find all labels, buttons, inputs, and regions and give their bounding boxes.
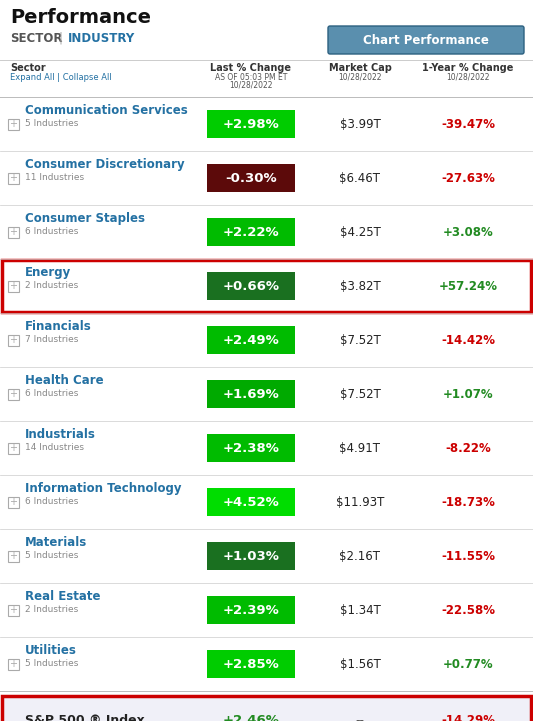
Text: Consumer Discretionary: Consumer Discretionary [25, 158, 184, 171]
Text: +2.98%: +2.98% [223, 118, 279, 131]
Text: AS OF 05:03 PM ET: AS OF 05:03 PM ET [215, 73, 287, 82]
Text: 10/28/2022: 10/28/2022 [229, 81, 273, 90]
FancyBboxPatch shape [328, 26, 524, 54]
Text: +4.52%: +4.52% [223, 495, 279, 508]
Text: 2 Industries: 2 Industries [25, 605, 78, 614]
Text: $3.99T: $3.99T [340, 118, 381, 131]
Text: +: + [10, 551, 18, 561]
Text: +2.38%: +2.38% [223, 441, 279, 454]
Text: 11 Industries: 11 Industries [25, 173, 84, 182]
Text: 6 Industries: 6 Industries [25, 389, 78, 398]
FancyBboxPatch shape [207, 218, 295, 246]
Text: -8.22%: -8.22% [445, 441, 491, 454]
Text: Performance: Performance [10, 8, 151, 27]
Text: $7.52T: $7.52T [340, 387, 381, 400]
Text: +3.08%: +3.08% [442, 226, 494, 239]
Text: +: + [10, 119, 18, 129]
Text: $4.25T: $4.25T [340, 226, 381, 239]
Text: 1-Year % Change: 1-Year % Change [422, 63, 514, 73]
Text: -27.63%: -27.63% [441, 172, 495, 185]
FancyBboxPatch shape [207, 272, 295, 300]
Text: Chart Performance: Chart Performance [363, 33, 489, 46]
Text: Communication Services: Communication Services [25, 104, 188, 117]
Text: Financials: Financials [25, 320, 92, 333]
FancyBboxPatch shape [207, 110, 295, 138]
Text: |: | [58, 32, 62, 45]
Text: Sector: Sector [10, 63, 46, 73]
Text: +0.66%: +0.66% [222, 280, 279, 293]
Text: +2.85%: +2.85% [223, 658, 279, 671]
Text: $3.82T: $3.82T [340, 280, 381, 293]
Text: Materials: Materials [25, 536, 87, 549]
Text: +: + [10, 443, 18, 453]
Text: SECTOR: SECTOR [10, 32, 62, 45]
Text: Industrials: Industrials [25, 428, 96, 441]
FancyBboxPatch shape [207, 434, 295, 462]
Text: +: + [10, 605, 18, 615]
Text: -11.55%: -11.55% [441, 549, 495, 562]
Text: +1.69%: +1.69% [223, 387, 279, 400]
Text: Consumer Staples: Consumer Staples [25, 212, 145, 225]
Text: $7.52T: $7.52T [340, 334, 381, 347]
FancyBboxPatch shape [2, 696, 531, 721]
Text: +2.22%: +2.22% [223, 226, 279, 239]
FancyBboxPatch shape [207, 380, 295, 408]
Text: +: + [10, 173, 18, 183]
Text: $11.93T: $11.93T [336, 495, 384, 508]
Text: -14.42%: -14.42% [441, 334, 495, 347]
Text: 5 Industries: 5 Industries [25, 119, 78, 128]
Text: Energy: Energy [25, 266, 71, 279]
Text: +: + [10, 389, 18, 399]
Text: +: + [10, 497, 18, 507]
Text: 10/28/2022: 10/28/2022 [446, 73, 490, 82]
Text: 6 Industries: 6 Industries [25, 497, 78, 506]
Text: $4.91T: $4.91T [340, 441, 381, 454]
Text: -0.30%: -0.30% [225, 172, 277, 185]
Text: -39.47%: -39.47% [441, 118, 495, 131]
Text: +0.77%: +0.77% [443, 658, 494, 671]
Text: -22.58%: -22.58% [441, 603, 495, 616]
Text: Real Estate: Real Estate [25, 590, 101, 603]
Text: +1.07%: +1.07% [443, 387, 494, 400]
Text: +57.24%: +57.24% [439, 280, 497, 293]
Text: +2.39%: +2.39% [223, 603, 279, 616]
Text: -14.29%: -14.29% [441, 715, 495, 721]
Text: +2.49%: +2.49% [223, 334, 279, 347]
Text: Last % Change: Last % Change [211, 63, 292, 73]
Text: Market Cap: Market Cap [328, 63, 391, 73]
Text: Expand All | Collapse All: Expand All | Collapse All [10, 73, 112, 82]
Text: +1.03%: +1.03% [223, 549, 279, 562]
FancyBboxPatch shape [207, 164, 295, 192]
Text: 6 Industries: 6 Industries [25, 227, 78, 236]
Text: 14 Industries: 14 Industries [25, 443, 84, 452]
Text: +: + [10, 227, 18, 237]
FancyBboxPatch shape [207, 596, 295, 624]
Text: $2.16T: $2.16T [340, 549, 381, 562]
Text: $6.46T: $6.46T [340, 172, 381, 185]
Text: -18.73%: -18.73% [441, 495, 495, 508]
Text: S&P 500 ® Index: S&P 500 ® Index [25, 715, 145, 721]
Text: 5 Industries: 5 Industries [25, 659, 78, 668]
Text: 5 Industries: 5 Industries [25, 551, 78, 560]
Text: 2 Industries: 2 Industries [25, 281, 78, 290]
Text: +: + [10, 659, 18, 669]
Text: 10/28/2022: 10/28/2022 [338, 73, 382, 82]
Text: +: + [10, 281, 18, 291]
Text: Utilities: Utilities [25, 644, 77, 657]
FancyBboxPatch shape [207, 542, 295, 570]
FancyBboxPatch shape [207, 650, 295, 678]
Text: 7 Industries: 7 Industries [25, 335, 78, 344]
Text: INDUSTRY: INDUSTRY [68, 32, 135, 45]
Text: Health Care: Health Care [25, 374, 103, 387]
Text: +2.46%: +2.46% [223, 715, 279, 721]
FancyBboxPatch shape [207, 326, 295, 354]
Text: $1.56T: $1.56T [340, 658, 381, 671]
Text: Information Technology: Information Technology [25, 482, 182, 495]
Text: +: + [10, 335, 18, 345]
FancyBboxPatch shape [207, 488, 295, 516]
Text: $1.34T: $1.34T [340, 603, 381, 616]
Text: --: -- [356, 715, 365, 721]
